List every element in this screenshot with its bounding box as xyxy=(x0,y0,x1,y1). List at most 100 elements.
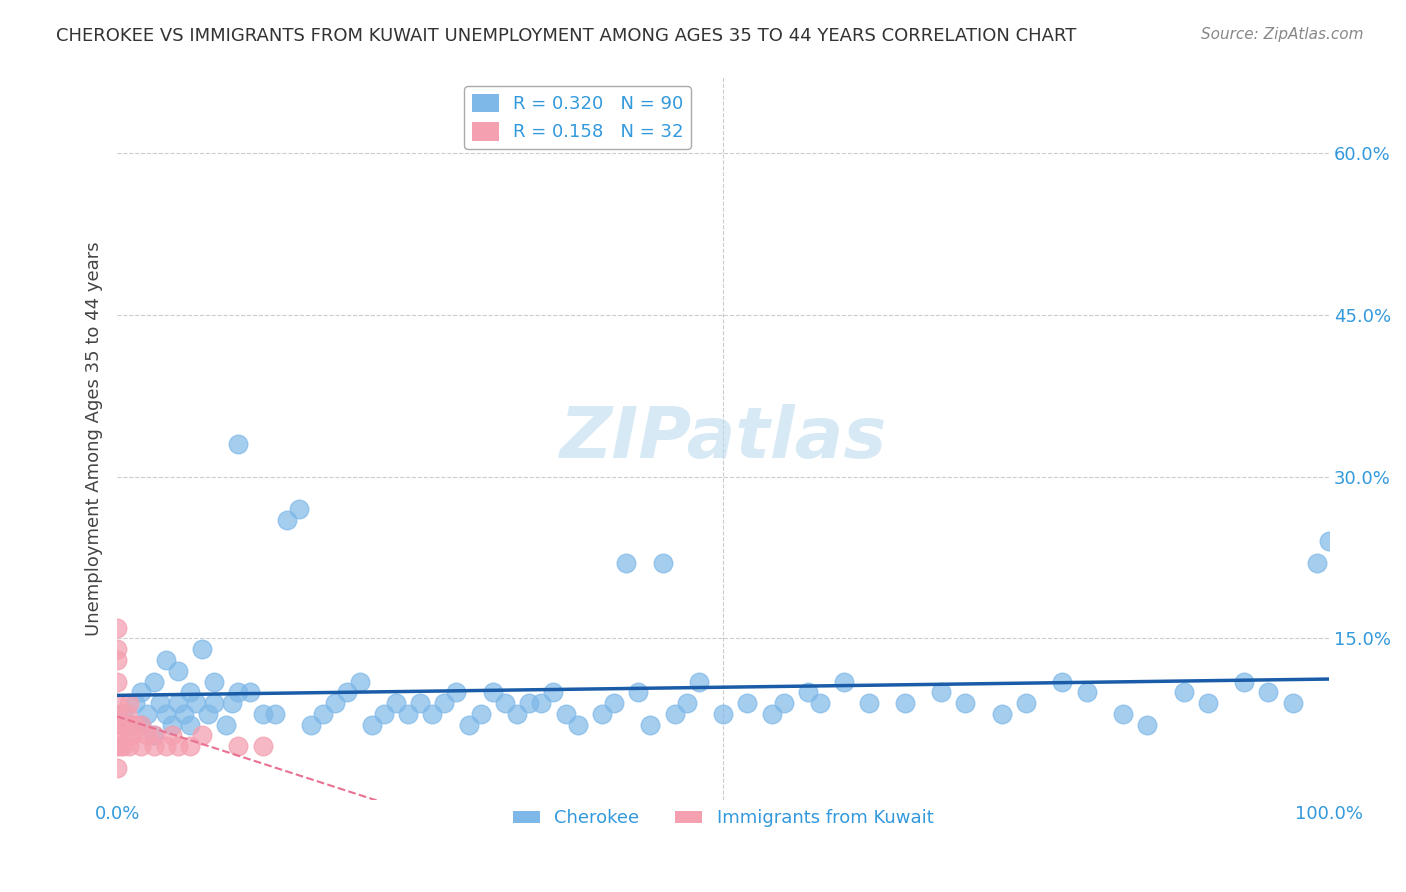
Immigrants from Kuwait xyxy=(105,621,128,635)
Cherokee xyxy=(603,696,626,710)
Immigrants from Kuwait xyxy=(115,706,138,721)
Text: Source: ZipAtlas.com: Source: ZipAtlas.com xyxy=(1201,27,1364,42)
Immigrants from Kuwait xyxy=(160,729,183,743)
Cherokee xyxy=(124,696,146,710)
Cherokee xyxy=(215,717,238,731)
Cherokee xyxy=(142,729,165,743)
Cherokee xyxy=(1317,534,1340,549)
Cherokee xyxy=(373,706,395,721)
Cherokee xyxy=(688,674,710,689)
Cherokee xyxy=(155,653,177,667)
Immigrants from Kuwait xyxy=(105,729,128,743)
Cherokee xyxy=(1257,685,1279,699)
Immigrants from Kuwait xyxy=(191,729,214,743)
Immigrants from Kuwait xyxy=(118,729,141,743)
Cherokee xyxy=(288,502,311,516)
Cherokee xyxy=(323,696,346,710)
Cherokee xyxy=(482,685,505,699)
Immigrants from Kuwait xyxy=(166,739,188,754)
Cherokee xyxy=(420,706,443,721)
Immigrants from Kuwait xyxy=(118,717,141,731)
Immigrants from Kuwait xyxy=(105,761,128,775)
Cherokee xyxy=(252,706,274,721)
Cherokee xyxy=(1173,685,1195,699)
Cherokee xyxy=(112,706,135,721)
Immigrants from Kuwait xyxy=(112,739,135,754)
Cherokee xyxy=(396,706,419,721)
Text: CHEROKEE VS IMMIGRANTS FROM KUWAIT UNEMPLOYMENT AMONG AGES 35 TO 44 YEARS CORREL: CHEROKEE VS IMMIGRANTS FROM KUWAIT UNEMP… xyxy=(56,27,1077,45)
Immigrants from Kuwait xyxy=(131,739,153,754)
Immigrants from Kuwait xyxy=(118,739,141,754)
Cherokee xyxy=(160,717,183,731)
Cherokee xyxy=(409,696,432,710)
Immigrants from Kuwait xyxy=(124,717,146,731)
Immigrants from Kuwait xyxy=(155,739,177,754)
Cherokee xyxy=(761,706,783,721)
Cherokee xyxy=(155,706,177,721)
Cherokee xyxy=(506,706,529,721)
Cherokee xyxy=(470,706,492,721)
Cherokee xyxy=(191,642,214,657)
Cherokee xyxy=(627,685,650,699)
Immigrants from Kuwait xyxy=(105,717,128,731)
Cherokee xyxy=(737,696,759,710)
Cherokee xyxy=(433,696,456,710)
Cherokee xyxy=(651,556,673,570)
Cherokee xyxy=(184,696,207,710)
Cherokee xyxy=(517,696,540,710)
Cherokee xyxy=(263,706,285,721)
Cherokee xyxy=(1052,674,1074,689)
Immigrants from Kuwait xyxy=(105,674,128,689)
Cherokee xyxy=(349,674,371,689)
Cherokee xyxy=(312,706,335,721)
Immigrants from Kuwait xyxy=(105,653,128,667)
Cherokee xyxy=(142,674,165,689)
Legend: Cherokee, Immigrants from Kuwait: Cherokee, Immigrants from Kuwait xyxy=(505,802,941,835)
Cherokee xyxy=(1112,706,1135,721)
Cherokee xyxy=(1136,717,1159,731)
Cherokee xyxy=(664,706,686,721)
Cherokee xyxy=(136,706,159,721)
Immigrants from Kuwait xyxy=(228,739,250,754)
Cherokee xyxy=(131,685,153,699)
Cherokee xyxy=(894,696,917,710)
Cherokee xyxy=(228,685,250,699)
Immigrants from Kuwait xyxy=(252,739,274,754)
Cherokee xyxy=(179,685,201,699)
Immigrants from Kuwait xyxy=(142,729,165,743)
Cherokee xyxy=(228,437,250,451)
Cherokee xyxy=(166,696,188,710)
Cherokee xyxy=(1233,674,1256,689)
Cherokee xyxy=(166,664,188,678)
Cherokee xyxy=(567,717,589,731)
Immigrants from Kuwait xyxy=(142,739,165,754)
Cherokee xyxy=(202,674,225,689)
Immigrants from Kuwait xyxy=(118,696,141,710)
Cherokee xyxy=(385,696,408,710)
Cherokee xyxy=(457,717,479,731)
Cherokee xyxy=(1197,696,1219,710)
Cherokee xyxy=(360,717,382,731)
Cherokee xyxy=(808,696,831,710)
Immigrants from Kuwait xyxy=(105,739,128,754)
Cherokee xyxy=(955,696,977,710)
Y-axis label: Unemployment Among Ages 35 to 44 years: Unemployment Among Ages 35 to 44 years xyxy=(86,242,103,636)
Cherokee xyxy=(591,706,613,721)
Cherokee xyxy=(530,696,553,710)
Immigrants from Kuwait xyxy=(105,706,128,721)
Cherokee xyxy=(640,717,662,731)
Cherokee xyxy=(221,696,243,710)
Cherokee xyxy=(675,696,697,710)
Cherokee xyxy=(494,696,516,710)
Immigrants from Kuwait xyxy=(112,717,135,731)
Immigrants from Kuwait xyxy=(121,729,143,743)
Immigrants from Kuwait xyxy=(131,717,153,731)
Cherokee xyxy=(991,706,1014,721)
Cherokee xyxy=(131,717,153,731)
Cherokee xyxy=(1015,696,1038,710)
Cherokee xyxy=(543,685,565,699)
Cherokee xyxy=(299,717,322,731)
Cherokee xyxy=(614,556,637,570)
Immigrants from Kuwait xyxy=(179,739,201,754)
Cherokee xyxy=(197,706,219,721)
